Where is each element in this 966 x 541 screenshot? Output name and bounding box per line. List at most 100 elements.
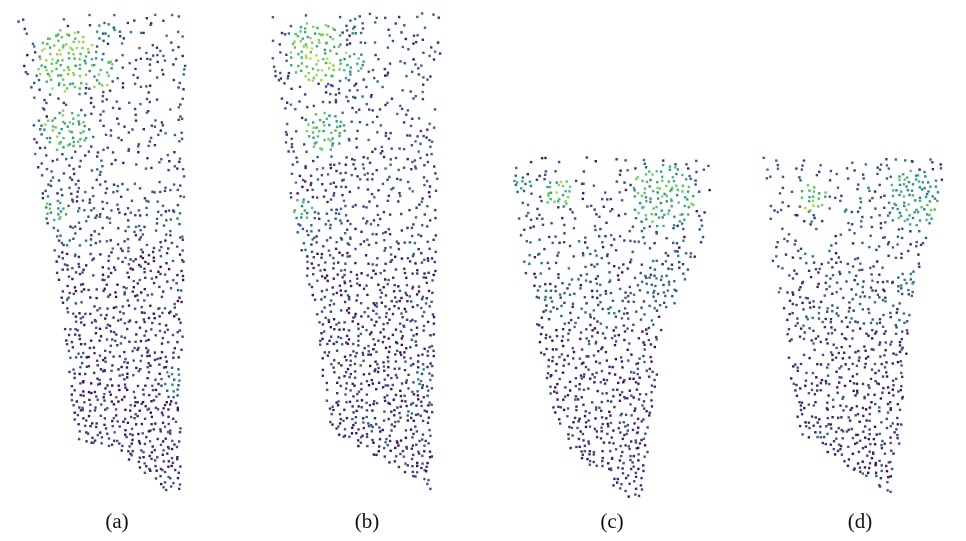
point <box>417 354 419 356</box>
point <box>866 455 868 457</box>
point <box>817 421 819 423</box>
point <box>820 301 822 303</box>
point <box>175 58 177 60</box>
point <box>845 338 847 340</box>
point <box>121 250 123 252</box>
point <box>50 211 52 213</box>
point <box>522 202 524 204</box>
point <box>626 169 628 171</box>
point <box>580 284 582 286</box>
point <box>430 404 432 406</box>
point <box>657 187 659 189</box>
point <box>95 242 97 244</box>
point <box>124 409 126 411</box>
point <box>151 451 153 453</box>
point <box>557 406 559 408</box>
point <box>63 69 65 71</box>
point <box>106 433 108 435</box>
point <box>571 434 573 436</box>
point <box>68 130 70 132</box>
point <box>62 109 64 111</box>
point <box>324 52 326 54</box>
point <box>661 210 663 212</box>
point <box>786 240 788 242</box>
point <box>157 271 159 273</box>
point <box>352 206 354 208</box>
point <box>591 329 593 331</box>
point <box>52 125 54 127</box>
point <box>46 43 48 45</box>
point <box>423 311 425 313</box>
point <box>627 359 629 361</box>
point <box>422 76 424 78</box>
point <box>389 132 391 134</box>
point <box>378 426 380 428</box>
point <box>330 311 332 313</box>
point <box>78 438 80 440</box>
point <box>884 349 886 351</box>
point <box>420 235 422 237</box>
point <box>426 78 428 80</box>
point <box>74 65 76 67</box>
point <box>663 214 665 216</box>
point <box>833 448 835 450</box>
point <box>317 60 319 62</box>
point <box>394 284 396 286</box>
point <box>553 201 555 203</box>
point <box>177 46 179 48</box>
point <box>396 113 398 115</box>
point <box>306 255 308 257</box>
point <box>339 63 341 65</box>
point <box>375 273 377 275</box>
point <box>180 301 182 303</box>
point <box>848 310 850 312</box>
point <box>427 161 429 163</box>
point <box>43 108 45 110</box>
point <box>363 78 365 80</box>
point <box>605 417 607 419</box>
point <box>111 163 113 165</box>
point <box>379 331 381 333</box>
point <box>635 488 637 490</box>
point <box>134 341 136 343</box>
point <box>549 375 551 377</box>
point <box>600 427 602 429</box>
point <box>911 190 913 192</box>
point <box>182 88 184 90</box>
point <box>327 173 329 175</box>
point <box>596 263 598 265</box>
point <box>68 34 70 36</box>
point <box>179 322 181 324</box>
point <box>849 409 851 411</box>
point <box>286 133 288 135</box>
point <box>150 137 152 139</box>
point <box>346 252 348 254</box>
point <box>356 63 358 65</box>
point <box>309 57 311 59</box>
point <box>899 212 901 214</box>
point <box>410 417 412 419</box>
point <box>340 294 342 296</box>
point <box>171 384 173 386</box>
point <box>899 409 901 411</box>
point <box>804 207 806 209</box>
point <box>427 321 429 323</box>
point <box>605 222 607 224</box>
point <box>111 420 113 422</box>
point <box>42 197 44 199</box>
point <box>126 272 128 274</box>
point <box>134 214 136 216</box>
point <box>857 321 859 323</box>
point <box>849 321 851 323</box>
point <box>39 147 41 149</box>
point <box>827 363 829 365</box>
point <box>154 422 156 424</box>
point <box>322 369 324 371</box>
point <box>708 189 710 191</box>
point <box>635 178 637 180</box>
point <box>396 350 398 352</box>
point <box>310 230 312 232</box>
point <box>330 299 332 301</box>
point <box>46 222 48 224</box>
point <box>169 230 171 232</box>
